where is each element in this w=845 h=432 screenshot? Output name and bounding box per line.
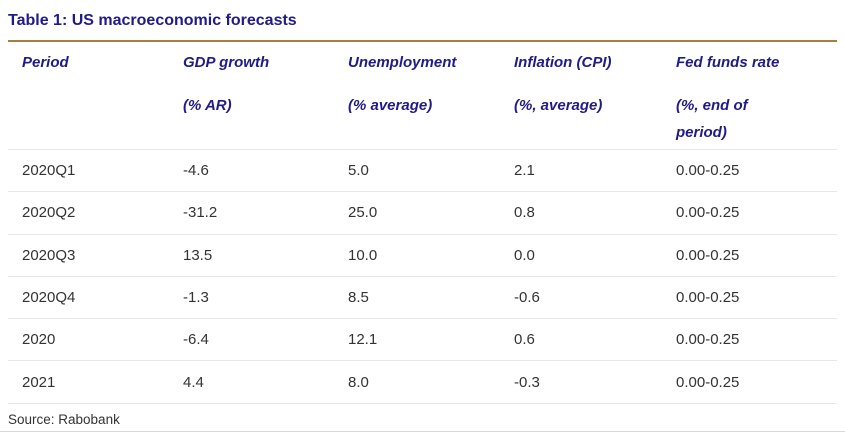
header-row: Period GDP growth (% AR) Unemployment (%… [8,41,837,150]
page-title: Table 1: US macroeconomic forecasts [8,12,297,29]
gdp-growth-cell: -4.6 [183,162,209,180]
inflation-cell: 0.8 [514,204,535,222]
period-cell: 2020Q1 [22,162,76,180]
unemployment-cell: 25.0 [348,204,378,222]
inflation-cell: -0.3 [514,373,540,391]
period-cell: 2020Q4 [22,289,76,307]
header-sub-label: (% AR) [183,97,232,114]
header-sub-label: (%, average) [514,97,603,114]
table-row: 2020 -6.4 12.1 0.6 0.00-0.25 [8,319,837,361]
table-body: 2020Q1 -4.6 5.0 2.1 0.00-0.25 2020Q2 -31… [8,150,837,404]
unemployment-cell: 8.0 [348,373,369,391]
gdp-growth-cell: 4.4 [183,373,204,391]
header-label: GDP growth [183,54,270,71]
column-header-period: Period [8,41,183,150]
column-header-inflation: Inflation (CPI) (%, average) [514,41,676,150]
period-cell: 2020Q3 [22,246,76,264]
table-row: 2020Q3 13.5 10.0 0.0 0.00-0.25 [8,234,837,277]
header-sub-label: (%, end of period) [676,97,748,141]
gdp-growth-cell: -1.3 [183,289,209,307]
header-label: Period [22,54,69,71]
inflation-cell: -0.6 [514,289,540,307]
header-sub-label: (% average) [348,97,433,114]
fed-funds-cell: 0.00-0.25 [676,246,740,264]
table-header: Period GDP growth (% AR) Unemployment (%… [8,41,837,150]
macro-forecast-table: Period GDP growth (% AR) Unemployment (%… [8,40,837,404]
unemployment-cell: 10.0 [348,246,378,264]
gdp-growth-cell: -31.2 [183,204,218,222]
table-row: 2020Q4 -1.3 8.5 -0.6 0.00-0.25 [8,276,837,319]
column-header-fed-funds-rate: Fed funds rate (%, end of period) [676,41,837,150]
table-row: 2020Q1 -4.6 5.0 2.1 0.00-0.25 [8,150,837,192]
period-cell: 2021 [22,373,56,391]
source-note: Source: Rabobank [8,411,120,427]
gdp-growth-cell: -6.4 [183,331,209,349]
header-label: Fed funds rate [676,54,780,71]
table-row: 2021 4.4 8.0 -0.3 0.00-0.25 [8,361,837,404]
gdp-growth-cell: 13.5 [183,246,213,264]
fed-funds-cell: 0.00-0.25 [676,373,740,391]
fed-funds-cell: 0.00-0.25 [676,331,740,349]
table-row: 2020Q2 -31.2 25.0 0.8 0.00-0.25 [8,192,837,235]
period-cell: 2020Q2 [22,204,76,222]
unemployment-cell: 5.0 [348,162,369,180]
inflation-cell: 0.6 [514,331,535,349]
unemployment-cell: 12.1 [348,331,378,349]
column-header-unemployment: Unemployment (% average) [348,41,514,150]
fed-funds-cell: 0.00-0.25 [676,204,740,222]
header-label: Unemployment [348,54,457,71]
column-header-gdp-growth: GDP growth (% AR) [183,41,348,150]
unemployment-cell: 8.5 [348,289,369,307]
header-label: Inflation (CPI) [514,54,612,71]
fed-funds-cell: 0.00-0.25 [676,289,740,307]
inflation-cell: 2.1 [514,162,535,180]
inflation-cell: 0.0 [514,246,535,264]
period-cell: 2020 [22,331,56,349]
fed-funds-cell: 0.00-0.25 [676,162,740,180]
